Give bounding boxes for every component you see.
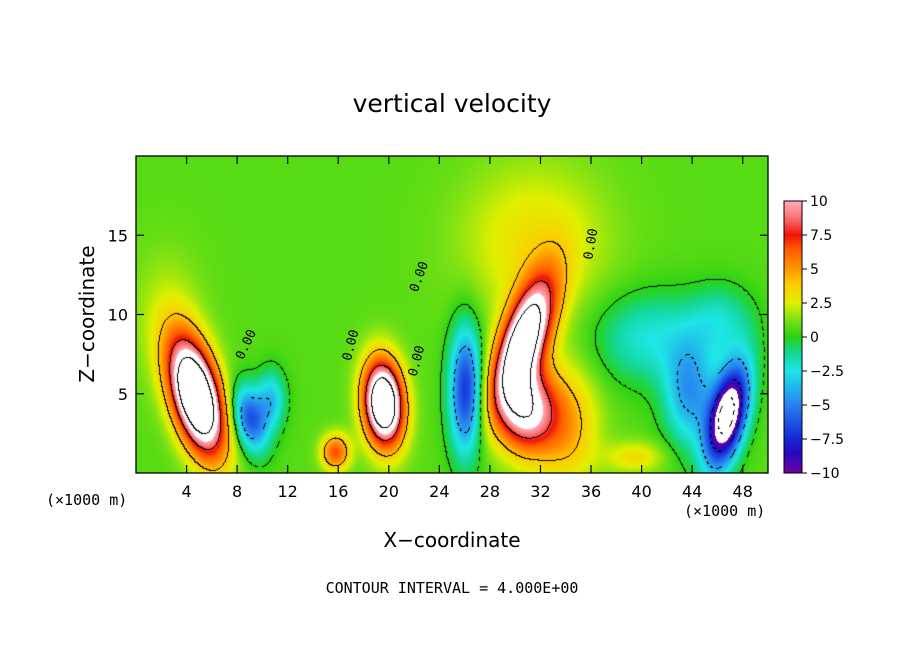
x-tick-label: 4 <box>181 482 191 501</box>
plot-area: 0.00 0.000.000.000.00 <box>135 155 769 474</box>
colorbar-tick-label: 10 <box>810 194 828 210</box>
colorbar-tick-label: −7.5 <box>810 432 844 448</box>
colorbar-gradient <box>784 201 802 473</box>
x-axis-label: X−coordinate <box>383 528 520 552</box>
contour-interval-note: CONTOUR INTERVAL = 4.000E+00 <box>326 579 579 597</box>
colorbar-tick-label: 0 <box>810 330 819 346</box>
y-tick-label: 10 <box>108 306 128 325</box>
x-tick-label: 12 <box>278 482 298 501</box>
x-unit-label-right: (×1000 m) <box>684 502 765 520</box>
contour-label: 0.00 <box>581 227 601 260</box>
x-tick-label: 20 <box>379 482 399 501</box>
x-tick-label: 16 <box>328 482 348 501</box>
y-axis-label: Z−coordinate <box>75 245 99 382</box>
x-tick-label: 8 <box>232 482 242 501</box>
colorbar-tick-label: 7.5 <box>810 228 832 244</box>
y-tick-label: 15 <box>108 226 128 245</box>
y-axis-ticks: 5 10 15 <box>108 226 768 404</box>
colorbar-tick-label: 2.5 <box>810 296 832 312</box>
x-tick-label: 28 <box>480 482 500 501</box>
chart-title: vertical velocity <box>353 89 552 118</box>
colorbar-tick-label: −5 <box>810 398 831 414</box>
x-tick-label: 44 <box>682 482 702 501</box>
x-tick-label: 36 <box>581 482 601 501</box>
colorbar-tick-label: −2.5 <box>810 364 844 380</box>
x-tick-label: 40 <box>631 482 651 501</box>
y-tick-label: 5 <box>118 385 128 404</box>
x-axis-ticks: 4 8 12 16 20 24 28 32 36 40 44 48 <box>181 156 753 501</box>
colorbar-tick-label: −10 <box>810 466 840 482</box>
colorbar: 10 7.5 5 2.5 0 −2.5 −5 −7.5 −10 <box>783 194 844 482</box>
x-tick-label: 48 <box>733 482 753 501</box>
colorbar-ticks: 10 7.5 5 2.5 0 −2.5 −5 −7.5 −10 <box>802 194 844 482</box>
x-tick-label: 24 <box>429 482 449 501</box>
velocity-field-image <box>136 156 768 473</box>
x-tick-label: 32 <box>530 482 550 501</box>
colorbar-tick-label: 5 <box>810 262 819 278</box>
x-unit-label-left: (×1000 m) <box>46 491 127 509</box>
